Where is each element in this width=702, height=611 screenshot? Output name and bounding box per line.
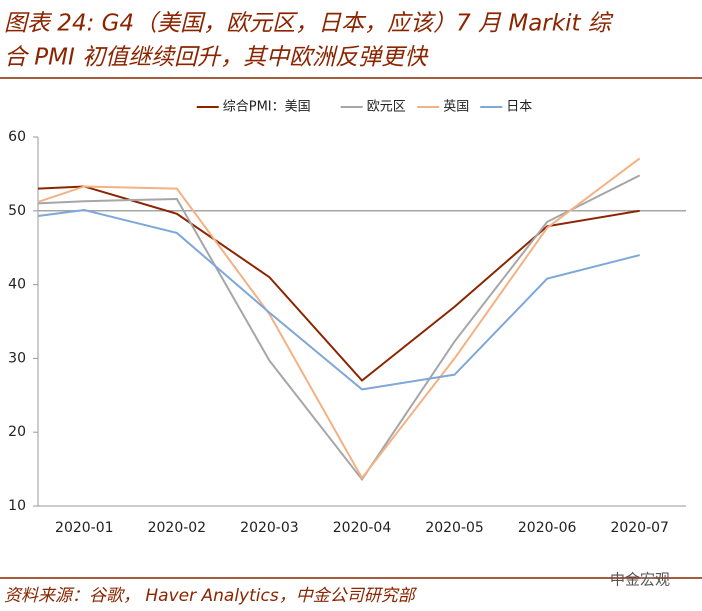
y-tick-label: 50 bbox=[8, 203, 26, 219]
y-tick-label: 60 bbox=[8, 129, 26, 145]
series-line bbox=[37, 209, 640, 391]
x-tick-label: 2020-06 bbox=[518, 520, 577, 536]
x-tick-label: 2020-04 bbox=[333, 520, 392, 536]
y-tick-label: 40 bbox=[8, 277, 26, 293]
y-tick-label: 20 bbox=[8, 424, 26, 440]
x-tick-label: 2020-03 bbox=[240, 520, 299, 536]
watermark: 中金宏观 bbox=[610, 571, 670, 589]
y-tick-label: 30 bbox=[8, 350, 26, 366]
legend-label: 英国 bbox=[443, 100, 469, 115]
legend-label: 综合PMI：美国 bbox=[223, 100, 311, 115]
legend-label: 欧元区 bbox=[367, 100, 406, 115]
chart-title: 合 PMI 初值继续回升，其中欧洲反弹更快 bbox=[4, 45, 429, 71]
legend-label: 日本 bbox=[506, 100, 532, 115]
x-tick-label: 2020-01 bbox=[55, 520, 114, 536]
series-line bbox=[37, 185, 640, 382]
x-tick-label: 2020-07 bbox=[610, 520, 669, 536]
series-line bbox=[37, 157, 641, 480]
source: 资料来源：谷歌， Haver Analytics，中金公司研究部 bbox=[4, 586, 418, 606]
x-tick-label: 2020-02 bbox=[148, 520, 207, 536]
y-tick-label: 10 bbox=[8, 498, 26, 514]
x-tick-label: 2020-05 bbox=[425, 520, 484, 536]
chart-title: 图表 24: G4（美国，欧元区，日本，应该）7 月 Markit 综 bbox=[4, 11, 614, 37]
series-line bbox=[37, 174, 641, 482]
